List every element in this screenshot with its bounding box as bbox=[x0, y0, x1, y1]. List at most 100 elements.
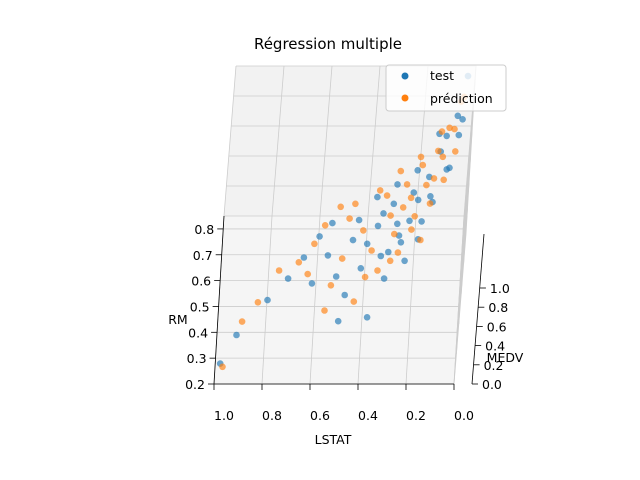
point-test bbox=[414, 167, 422, 174]
axis-panes bbox=[214, 66, 476, 384]
point-test bbox=[385, 248, 392, 256]
point-prediction bbox=[423, 181, 430, 189]
point-test bbox=[394, 220, 401, 228]
legend-marker-test bbox=[401, 72, 409, 80]
point-test bbox=[401, 257, 408, 265]
point-prediction bbox=[438, 128, 446, 135]
x-axis-label: LSTAT bbox=[315, 432, 352, 447]
z-axis-label: MEDV bbox=[487, 350, 524, 365]
gridline-z bbox=[231, 125, 472, 295]
point-prediction bbox=[352, 200, 359, 208]
point-prediction bbox=[411, 213, 419, 220]
point-prediction bbox=[275, 267, 283, 274]
point-prediction bbox=[321, 222, 329, 229]
y-tick-label: 0.2 bbox=[185, 377, 205, 392]
x-tick-label: 1.0 bbox=[214, 408, 234, 423]
legend-label-prediction: prédiction bbox=[430, 91, 493, 106]
point-test bbox=[414, 196, 422, 204]
x-tick-label: 0.4 bbox=[358, 408, 378, 423]
y-axis-line bbox=[213, 215, 225, 385]
point-prediction bbox=[426, 200, 434, 207]
point-test bbox=[443, 132, 451, 140]
point-test bbox=[374, 222, 382, 230]
point-prediction bbox=[391, 230, 398, 238]
y-tick-label: 0.6 bbox=[191, 274, 211, 289]
point-test bbox=[455, 131, 463, 139]
point-test bbox=[410, 189, 418, 196]
point-test bbox=[308, 280, 316, 287]
point-test bbox=[363, 314, 371, 321]
legend-marker-prediction bbox=[401, 94, 409, 102]
floor-pane bbox=[214, 216, 464, 384]
point-test bbox=[454, 112, 462, 120]
point-prediction bbox=[238, 318, 246, 325]
point-prediction bbox=[408, 226, 415, 233]
point-prediction bbox=[417, 153, 425, 161]
point-test bbox=[329, 219, 336, 227]
point-prediction bbox=[338, 255, 346, 262]
point-prediction bbox=[440, 176, 448, 184]
point-prediction bbox=[360, 227, 367, 234]
point-test bbox=[459, 116, 466, 123]
z-tick-label: 0.8 bbox=[488, 300, 508, 315]
gridline-z bbox=[228, 155, 470, 325]
x-tick-label: 0.6 bbox=[310, 408, 330, 423]
legend: test prédiction bbox=[385, 64, 507, 112]
point-test bbox=[341, 291, 349, 299]
z-tick-label: 0.0 bbox=[482, 377, 502, 392]
axes: 1.0 0.8 0.6 0.4 0.2 0.0 0.2 0.3 0.4 0.5 0.6 0.7 0.8 0… bbox=[185, 215, 510, 423]
point-test bbox=[363, 240, 371, 248]
point-prediction bbox=[451, 125, 458, 133]
point-prediction bbox=[430, 175, 438, 182]
point-test bbox=[397, 239, 405, 246]
point-test bbox=[349, 236, 357, 244]
point-prediction bbox=[295, 259, 303, 266]
point-prediction bbox=[394, 249, 402, 256]
point-prediction bbox=[350, 298, 358, 305]
point-prediction bbox=[254, 299, 262, 306]
point-test bbox=[233, 331, 240, 339]
y-tick-label: 0.3 bbox=[187, 351, 207, 366]
gridlines bbox=[213, 65, 477, 385]
point-test bbox=[357, 265, 365, 272]
point-test bbox=[355, 216, 363, 224]
y-tick-label: 0.4 bbox=[188, 325, 208, 340]
point-prediction bbox=[321, 307, 328, 314]
x-tick-label: 0.0 bbox=[454, 408, 474, 423]
z-tick-label: 0.4 bbox=[485, 339, 505, 354]
x-tick-label: 0.8 bbox=[262, 408, 282, 423]
point-test bbox=[418, 218, 425, 225]
legend-frame bbox=[385, 64, 507, 112]
x-tick-label: 0.2 bbox=[406, 408, 426, 423]
point-prediction bbox=[374, 267, 381, 274]
z-axis-line bbox=[471, 233, 485, 385]
point-prediction bbox=[399, 204, 407, 211]
point-prediction bbox=[346, 215, 353, 222]
z-tick-label: 1.0 bbox=[490, 281, 510, 296]
point-test bbox=[443, 166, 451, 173]
point-prediction bbox=[397, 167, 405, 175]
chart-title: Régression multiple bbox=[254, 35, 402, 53]
point-prediction bbox=[417, 236, 424, 244]
point-test bbox=[380, 210, 387, 217]
point-test bbox=[394, 181, 401, 188]
point-prediction bbox=[376, 187, 384, 194]
y-tick-label: 0.8 bbox=[194, 222, 214, 237]
point-test bbox=[380, 275, 388, 282]
point-prediction bbox=[337, 203, 345, 211]
y-tick-label: 0.7 bbox=[193, 248, 213, 263]
z-tick-label: 0.6 bbox=[487, 319, 507, 334]
z-tick-label: 0.2 bbox=[484, 358, 504, 373]
point-prediction bbox=[419, 161, 427, 169]
point-prediction bbox=[383, 192, 391, 199]
point-test bbox=[406, 217, 413, 225]
point-test bbox=[377, 252, 385, 260]
point-prediction bbox=[407, 194, 415, 202]
point-test bbox=[324, 252, 332, 259]
point-prediction bbox=[386, 257, 394, 265]
point-test bbox=[427, 193, 434, 200]
point-prediction bbox=[311, 240, 318, 248]
legend-label-test: test bbox=[430, 68, 454, 83]
